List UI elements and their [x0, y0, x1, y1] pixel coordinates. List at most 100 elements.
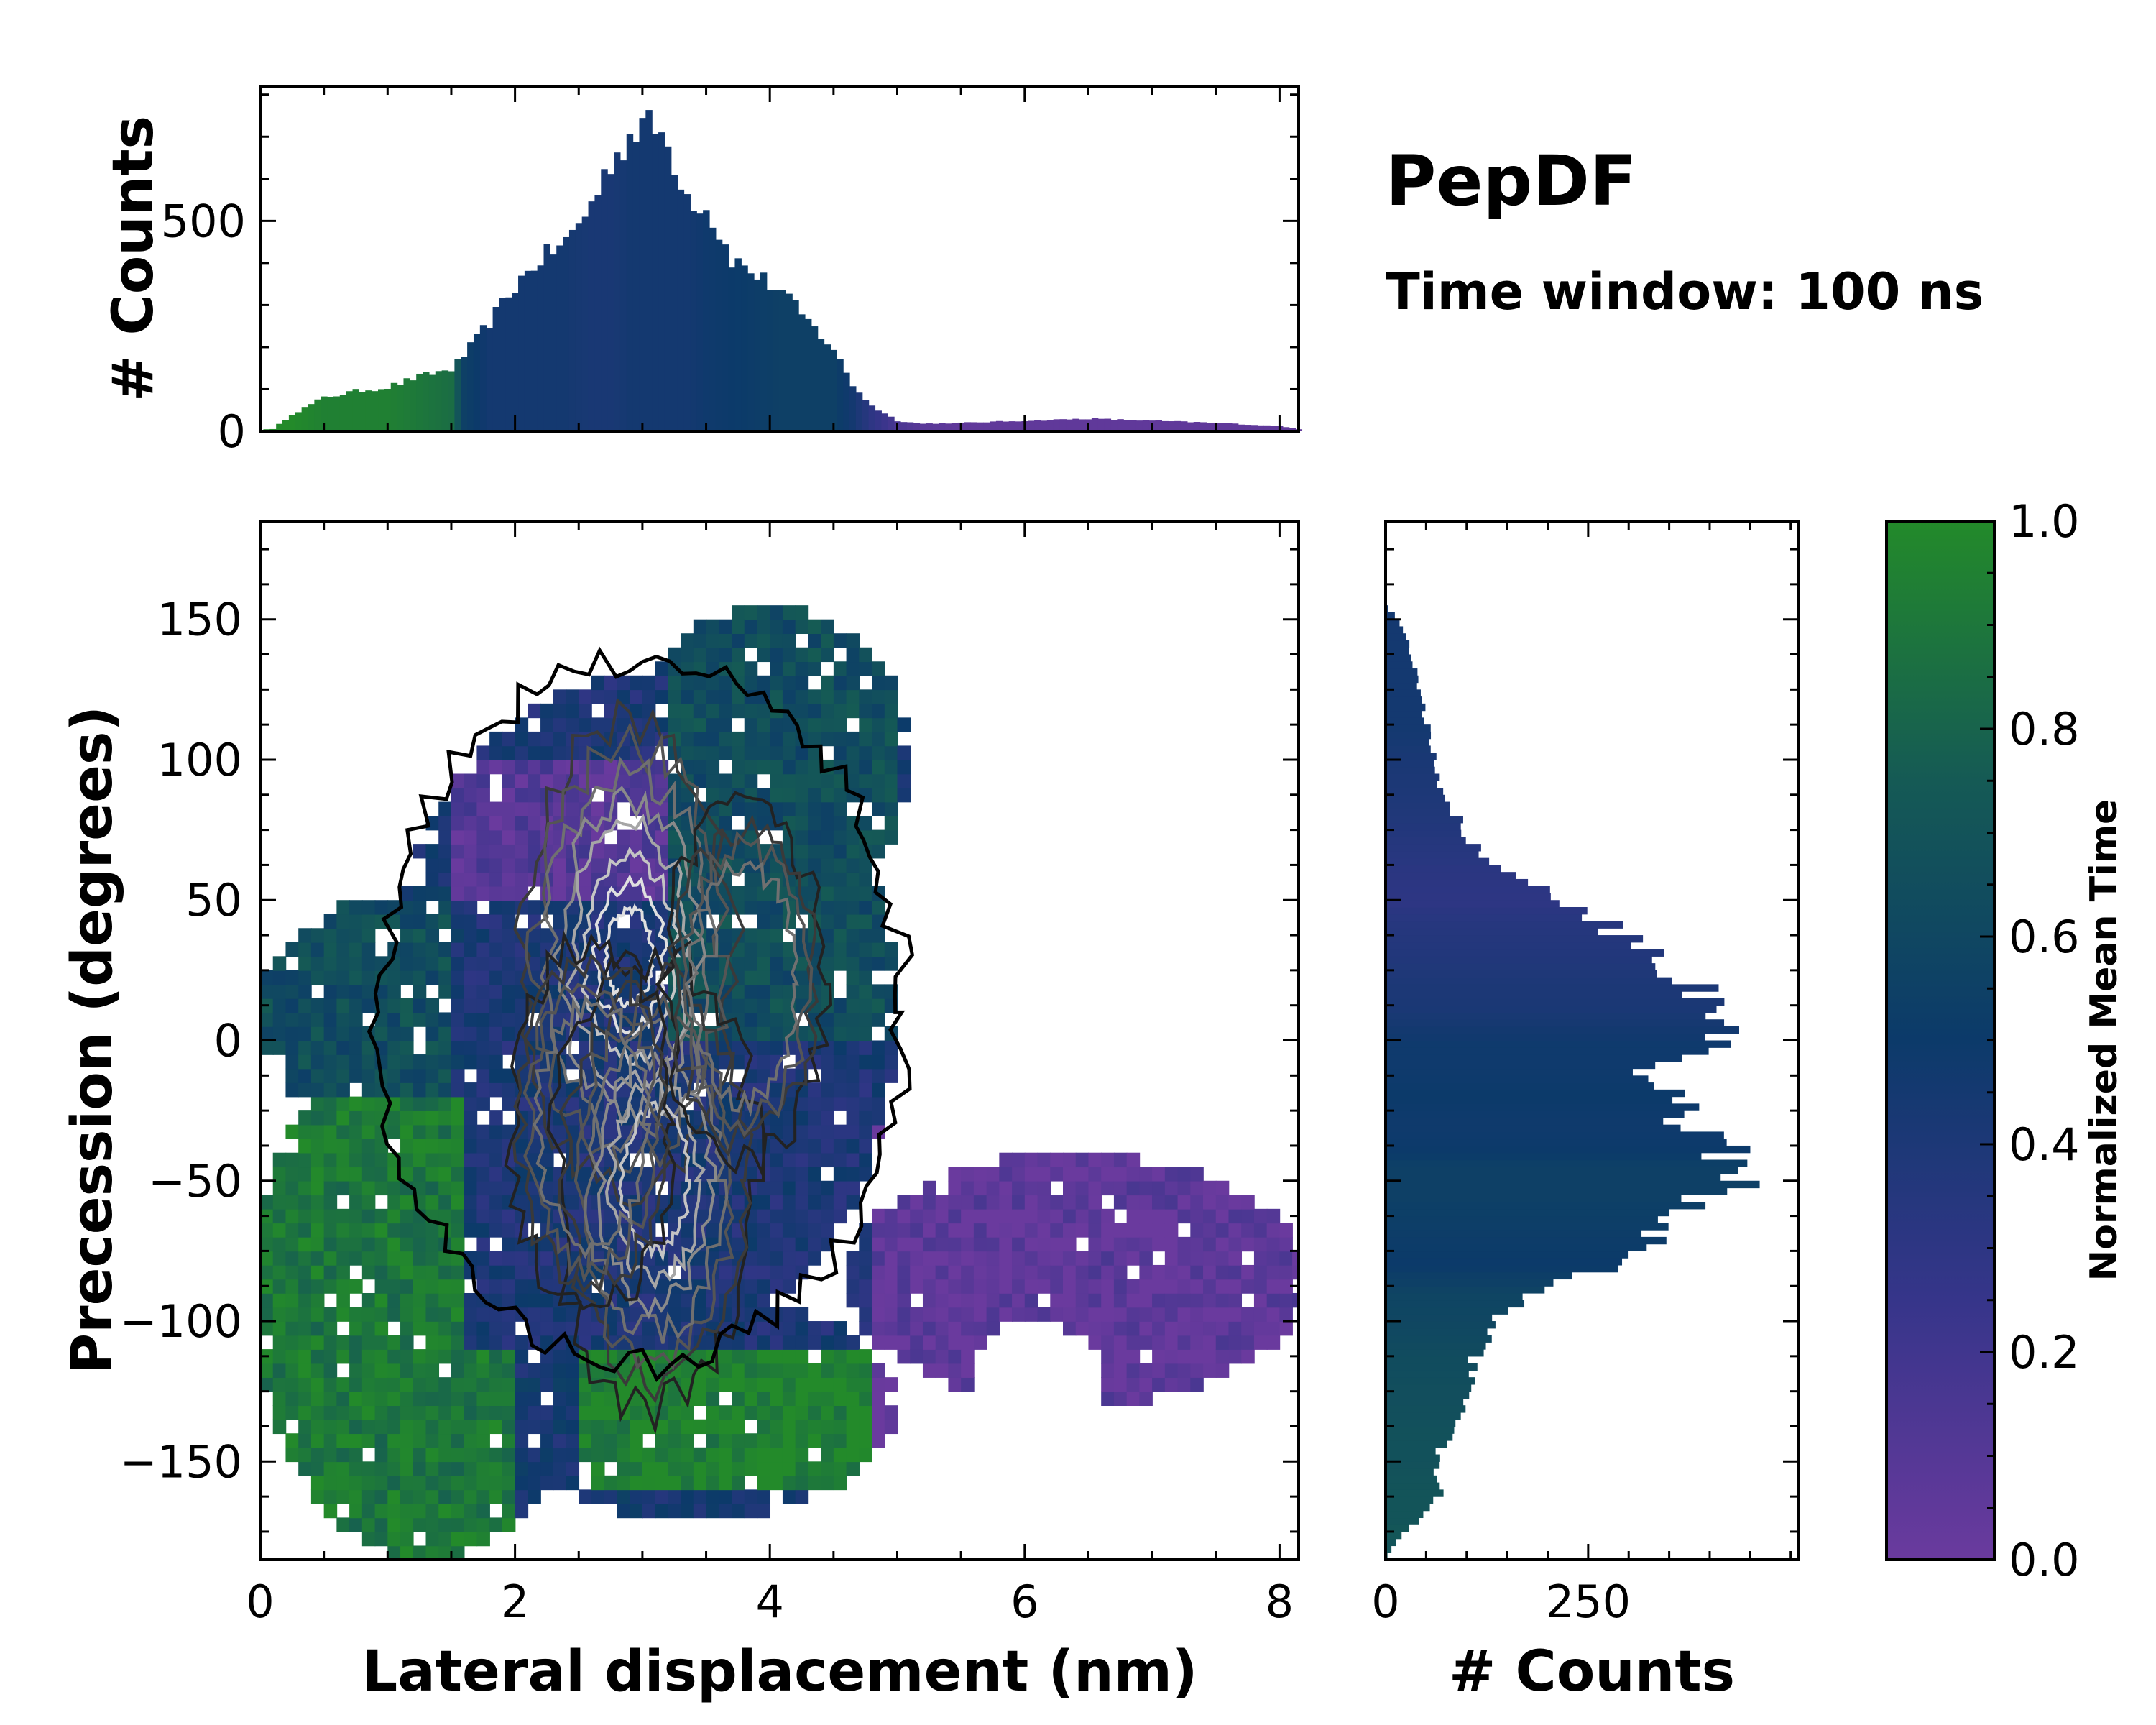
heatmap-cell	[260, 1195, 274, 1210]
heatmap-cell	[757, 1236, 771, 1252]
top-histogram-bar	[734, 258, 742, 431]
heatmap-cell	[872, 703, 885, 719]
heatmap-cell	[438, 1335, 452, 1350]
heatmap-cell	[617, 675, 630, 691]
heatmap-cell	[579, 1447, 592, 1463]
heatmap-cell	[400, 1264, 414, 1280]
heatmap-cell	[604, 1391, 618, 1407]
main-ytick-label: −50	[148, 1155, 242, 1208]
heatmap-cell	[859, 1082, 872, 1098]
heatmap-cell	[476, 788, 490, 803]
heatmap-cell	[859, 1279, 872, 1294]
heatmap-cell	[579, 717, 592, 732]
heatmap-cell	[502, 1040, 516, 1055]
heatmap-cell	[655, 675, 669, 691]
heatmap-cell	[668, 844, 681, 859]
heatmap-cell	[387, 1545, 401, 1560]
heatmap-cell	[438, 1167, 452, 1182]
heatmap-cell	[298, 1405, 312, 1420]
heatmap-cell	[846, 998, 860, 1013]
heatmap-cell	[668, 773, 681, 788]
heatmap-cell	[1190, 1167, 1204, 1182]
heatmap-cell	[1203, 1251, 1217, 1266]
heatmap-cell	[591, 1433, 605, 1448]
heatmap-cell	[795, 1110, 809, 1126]
heatmap-cell	[782, 1377, 796, 1392]
heatmap-cell	[833, 717, 847, 732]
heatmap-cell	[719, 1349, 732, 1364]
heatmap-cell	[489, 1475, 503, 1491]
heatmap-cell	[732, 1503, 745, 1519]
heatmap-cell	[630, 1447, 643, 1463]
heatmap-cell	[1088, 1180, 1102, 1196]
heatmap-cell	[413, 1138, 427, 1154]
heatmap-cell	[553, 717, 567, 732]
heatmap-cell	[1203, 1223, 1217, 1238]
heatmap-cell	[821, 1195, 834, 1210]
heatmap-cell	[476, 1026, 490, 1041]
heatmap-cell	[349, 1195, 363, 1210]
heatmap-cell	[617, 703, 630, 719]
heatmap-cell	[948, 1349, 962, 1364]
heatmap-cell	[502, 1096, 516, 1111]
heatmap-cell	[770, 1391, 783, 1407]
heatmap-cell	[757, 1251, 771, 1266]
heatmap-cell	[744, 1377, 758, 1392]
top-histogram-frame	[259, 85, 1300, 433]
top-histogram-bar	[499, 298, 506, 431]
heatmap-cell	[489, 1026, 503, 1041]
heatmap-cell	[1037, 1264, 1051, 1280]
heatmap-cell	[489, 1335, 503, 1350]
heatmap-cell	[1101, 1363, 1115, 1378]
heatmap-cell	[451, 801, 465, 816]
right-histogram-bar	[1386, 640, 1410, 648]
heatmap-cell	[502, 1363, 516, 1378]
right-histogram-bar	[1386, 1005, 1717, 1013]
heatmap-cell	[387, 1391, 401, 1407]
heatmap-cell	[489, 1489, 503, 1504]
heatmap-cell	[833, 942, 847, 957]
heatmap-cell	[438, 1264, 452, 1280]
heatmap-cell	[400, 1223, 414, 1238]
heatmap-cell	[782, 689, 796, 704]
heatmap-cell	[298, 1026, 312, 1041]
heatmap-cell	[464, 1026, 478, 1041]
heatmap-cell	[872, 1363, 885, 1378]
heatmap-cell	[668, 1180, 681, 1196]
top-histogram-bar	[766, 290, 774, 431]
heatmap-cell	[413, 1110, 427, 1126]
heatmap-cell	[310, 1321, 325, 1336]
heatmap-cell	[693, 1307, 707, 1322]
heatmap-cell	[1190, 1223, 1204, 1238]
heatmap-cell	[489, 759, 503, 775]
right-histogram-bar	[1386, 970, 1657, 978]
heatmap-cell	[668, 1475, 681, 1491]
heatmap-cell	[374, 1279, 389, 1294]
heatmap-cell	[681, 829, 694, 845]
top-histogram-bar	[1161, 420, 1169, 431]
heatmap-cell	[630, 928, 643, 943]
heatmap-cell	[1024, 1236, 1038, 1252]
heatmap-cell	[706, 1433, 720, 1448]
heatmap-cell	[1203, 1264, 1217, 1280]
heatmap-cell	[1177, 1321, 1192, 1336]
heatmap-cell	[833, 829, 847, 845]
heatmap-cell	[1062, 1208, 1077, 1224]
heatmap-cell	[846, 1251, 860, 1266]
heatmap-cell	[1215, 1349, 1230, 1364]
heatmap-cell	[846, 1349, 860, 1364]
heatmap-cell	[1037, 1236, 1051, 1252]
heatmap-cell	[285, 1040, 299, 1055]
heatmap-cell	[464, 1152, 478, 1168]
top-histogram-bar	[900, 422, 908, 431]
heatmap-cell	[298, 1110, 312, 1126]
heatmap-cell	[744, 829, 758, 845]
heatmap-cell	[349, 1040, 363, 1055]
heatmap-cell	[413, 970, 427, 985]
top-histogram-bar	[645, 110, 653, 431]
heatmap-cell	[681, 745, 694, 760]
right-histogram-bar	[1386, 865, 1501, 873]
heatmap-cell	[795, 1138, 809, 1154]
heatmap-cell	[757, 759, 771, 775]
heatmap-cell	[910, 1223, 923, 1238]
